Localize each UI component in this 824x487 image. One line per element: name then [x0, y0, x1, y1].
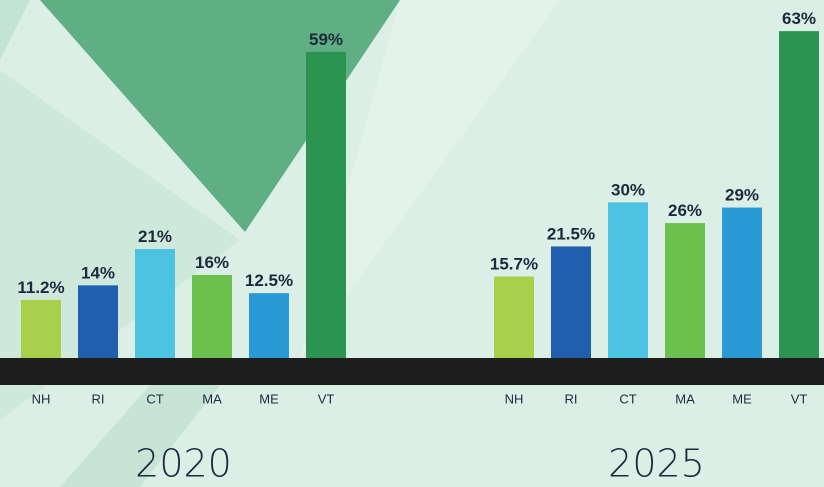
shape [0, 0, 30, 60]
bar [249, 293, 289, 358]
x-tick-label: CT [619, 391, 636, 406]
value-label: 63% [782, 9, 816, 28]
value-label: 59% [309, 30, 343, 49]
shape [60, 385, 220, 487]
bar [135, 249, 175, 358]
bar [192, 274, 232, 358]
value-label: 12.5% [245, 271, 293, 290]
value-label: 29% [725, 186, 759, 205]
x-tick-label: RI [92, 391, 105, 406]
value-label: 15.7% [490, 255, 538, 274]
bar [21, 299, 61, 358]
bar [665, 223, 705, 358]
value-label: 30% [611, 180, 645, 199]
bar [306, 51, 346, 358]
bar [608, 202, 648, 358]
value-label: 26% [668, 201, 702, 220]
value-label: 21.5% [547, 224, 595, 243]
bar [779, 31, 819, 359]
x-tick-label: ME [732, 391, 752, 406]
x-tick-label: VT [318, 391, 335, 406]
value-label: 16% [195, 253, 229, 272]
x-tick-label: VT [791, 391, 808, 406]
x-tick-label: NH [505, 391, 524, 406]
x-tick-label: RI [565, 391, 578, 406]
bar [78, 285, 118, 358]
value-label: 11.2% [17, 278, 64, 297]
panel-title: 2020 [135, 442, 232, 486]
x-tick-label: MA [675, 391, 695, 406]
x-tick-label: ME [259, 391, 279, 406]
x-tick-label: MA [202, 391, 222, 406]
panel-title: 2025 [608, 442, 705, 486]
shape [300, 0, 560, 360]
x-tick-label: CT [146, 391, 163, 406]
baseline-band [0, 358, 824, 385]
bar [722, 207, 762, 358]
bar [494, 276, 534, 358]
value-label: 14% [81, 263, 115, 282]
x-tick-label: NH [32, 391, 51, 406]
bar [551, 246, 591, 358]
value-label: 21% [138, 227, 172, 246]
